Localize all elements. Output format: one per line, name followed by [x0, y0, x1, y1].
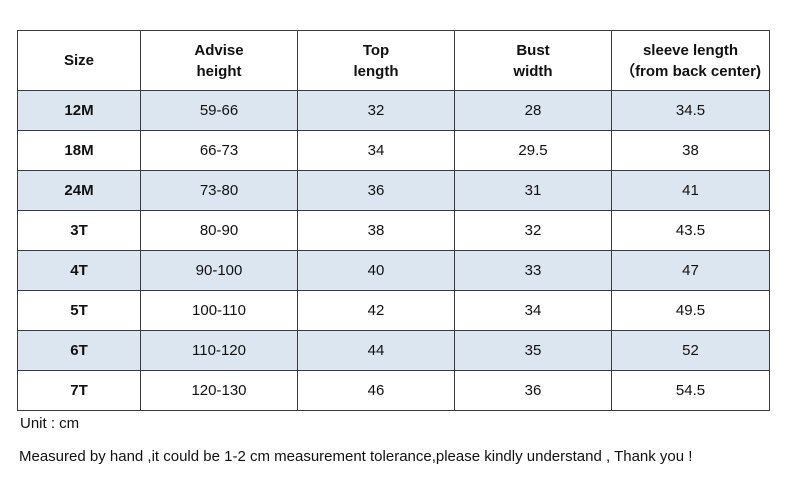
table-row: 18M 66-73 34 29.5 38 [17, 130, 770, 171]
top-length-cell: 40 [297, 250, 455, 291]
sleeve-length-cell: 52 [611, 330, 770, 371]
header-bust-width-line2: width [513, 62, 553, 80]
header-size-label: Size [63, 52, 94, 69]
sleeve-length-cell: 43.5 [611, 210, 770, 251]
bust-width-cell: 33 [454, 250, 612, 291]
bust-width-cell: 36 [454, 370, 612, 411]
size-cell: 18M [17, 130, 141, 171]
header-bust-width: Bust width [454, 30, 612, 91]
top-length-cell: 46 [297, 370, 455, 411]
advise-height-cell: 80-90 [140, 210, 298, 251]
advise-height-cell: 100-110 [140, 290, 298, 331]
size-cell: 3T [17, 210, 141, 251]
sleeve-length-cell: 34.5 [611, 90, 770, 131]
sleeve-length-cell: 54.5 [611, 370, 770, 411]
bust-width-cell: 29.5 [454, 130, 612, 171]
header-advise-height: Advise height [140, 30, 298, 91]
top-length-cell: 36 [297, 170, 455, 211]
bust-width-cell: 31 [454, 170, 612, 211]
header-advise-height-line2: height [196, 62, 242, 80]
top-length-cell: 38 [297, 210, 455, 251]
table-header: Size Advise height Top length Bust width… [17, 30, 770, 91]
table-row: 3T 80-90 38 32 43.5 [17, 210, 770, 251]
table-body: 12M 59-66 32 28 34.5 18M 66-73 34 29.5 3… [17, 90, 770, 411]
table-row: 7T 120-130 46 36 54.5 [17, 370, 770, 411]
table-row: 24M 73-80 36 31 41 [17, 170, 770, 211]
advise-height-cell: 59-66 [140, 90, 298, 131]
bust-width-cell: 32 [454, 210, 612, 251]
header-top-length-line1: Top [362, 41, 390, 59]
size-chart-table: Size Advise height Top length Bust width… [17, 30, 770, 411]
top-length-cell: 34 [297, 130, 455, 171]
size-cell: 4T [17, 250, 141, 291]
unit-note: Unit : cm [20, 415, 80, 432]
header-top-length: Top length [297, 30, 455, 91]
size-cell: 12M [17, 90, 141, 131]
table-row: 12M 59-66 32 28 34.5 [17, 90, 770, 131]
size-cell: 7T [17, 370, 141, 411]
header-row: Size Advise height Top length Bust width… [17, 30, 770, 91]
advise-height-cell: 120-130 [140, 370, 298, 411]
size-cell: 24M [17, 170, 141, 211]
header-advise-height-line1: Advise [194, 41, 244, 59]
table-row: 6T 110-120 44 35 52 [17, 330, 770, 371]
advise-height-cell: 66-73 [140, 130, 298, 171]
header-size: Size [17, 30, 141, 91]
sleeve-length-cell: 47 [611, 250, 770, 291]
sleeve-length-cell: 38 [611, 130, 770, 171]
header-sleeve-length: sleeve length （from back center) [611, 30, 770, 91]
size-cell: 5T [17, 290, 141, 331]
top-length-cell: 32 [297, 90, 455, 131]
top-length-cell: 44 [297, 330, 455, 371]
table-row: 4T 90-100 40 33 47 [17, 250, 770, 291]
sleeve-length-cell: 41 [611, 170, 770, 211]
measurement-tolerance-note: Measured by hand ,it could be 1-2 cm mea… [19, 448, 693, 465]
header-sleeve-length-line1: sleeve length [642, 41, 739, 59]
top-length-cell: 42 [297, 290, 455, 331]
bust-width-cell: 34 [454, 290, 612, 331]
size-cell: 6T [17, 330, 141, 371]
sleeve-length-cell: 49.5 [611, 290, 770, 331]
header-top-length-line2: length [353, 62, 399, 80]
header-sleeve-length-line2: （from back center) [620, 62, 761, 80]
bust-width-cell: 35 [454, 330, 612, 371]
table-row: 5T 100-110 42 34 49.5 [17, 290, 770, 331]
header-bust-width-line1: Bust [516, 41, 550, 59]
advise-height-cell: 110-120 [140, 330, 298, 371]
bust-width-cell: 28 [454, 90, 612, 131]
advise-height-cell: 90-100 [140, 250, 298, 291]
advise-height-cell: 73-80 [140, 170, 298, 211]
